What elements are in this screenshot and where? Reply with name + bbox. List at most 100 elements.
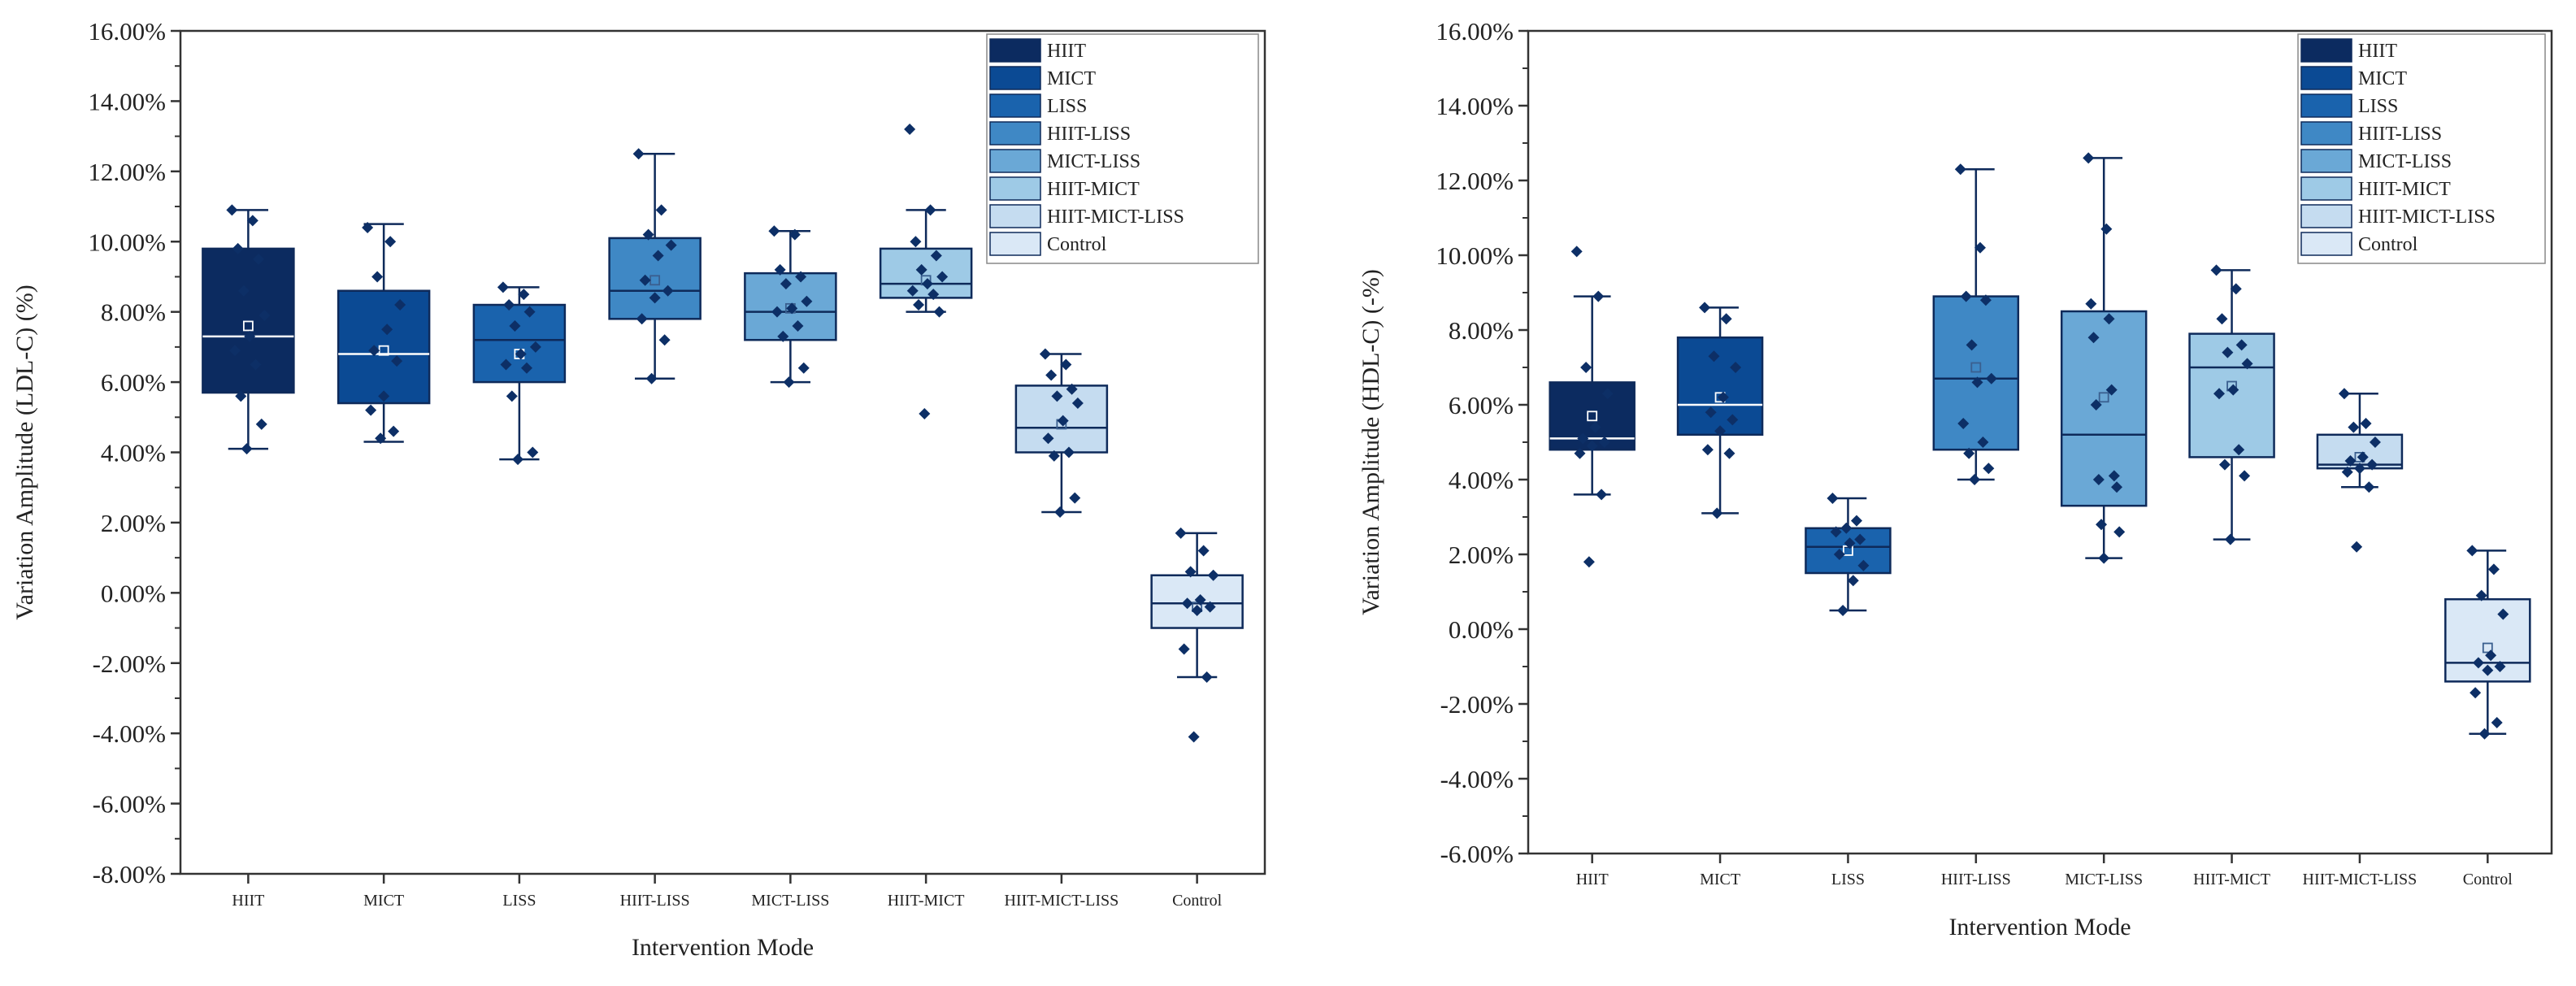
data-point — [1960, 290, 1972, 302]
y-tick-label: 16.00% — [88, 17, 166, 46]
y-tick-label: 12.00% — [88, 158, 166, 186]
data-point — [2090, 399, 2102, 410]
data-point — [777, 330, 789, 342]
legend-label: MICT — [2358, 68, 2407, 89]
legend-label: HIIT-LISS — [1047, 124, 1131, 145]
data-point — [2353, 463, 2365, 475]
box-group-control — [2444, 545, 2531, 740]
data-point — [2472, 657, 2484, 669]
data-point — [226, 204, 238, 216]
data-point — [1699, 302, 1711, 314]
data-point — [1598, 437, 1610, 448]
data-point — [368, 345, 380, 357]
data-point — [518, 289, 530, 301]
data-point — [2210, 264, 2222, 276]
legend-label: HIIT — [2358, 41, 2397, 62]
data-point — [1705, 406, 1717, 419]
data-point — [2108, 470, 2120, 482]
data-point — [232, 242, 244, 254]
data-point — [1963, 447, 1975, 459]
legend-label: Control — [1047, 234, 1107, 255]
data-point — [365, 404, 377, 416]
data-point — [523, 306, 536, 318]
data-point — [1577, 432, 1589, 445]
data-point — [2338, 388, 2350, 400]
data-point — [795, 271, 807, 283]
data-point — [1837, 605, 1849, 616]
data-point — [2363, 481, 2375, 493]
data-point — [1045, 369, 1058, 381]
box-group-hiit-mict-liss — [1014, 348, 1109, 518]
x-tick-label: HIIT-MICT — [2193, 871, 2270, 888]
data-point — [632, 148, 645, 160]
data-point — [1857, 559, 1870, 571]
data-point — [235, 390, 247, 402]
data-point — [381, 324, 393, 336]
data-point — [241, 443, 253, 455]
data-point — [919, 407, 931, 419]
iqr-box — [879, 247, 973, 299]
data-point — [2485, 649, 2497, 662]
data-point — [649, 292, 661, 304]
legend-label: HIIT — [1047, 41, 1086, 62]
legend-label: HIIT-MICT — [2358, 179, 2451, 200]
data-point — [771, 306, 784, 318]
x-tick-label: Control — [2463, 871, 2513, 888]
data-point — [1042, 432, 1054, 445]
data-point — [2491, 717, 2503, 728]
box-group-hiit-mict — [2188, 264, 2275, 545]
data-point — [378, 390, 390, 402]
box-group-mict-liss — [744, 225, 837, 389]
data-point — [2360, 418, 2372, 429]
box-group-mict-liss — [2060, 152, 2148, 564]
legend-swatch — [989, 204, 1041, 228]
data-point — [2344, 455, 2357, 467]
data-point — [927, 289, 940, 301]
x-tick-label: Control — [1172, 892, 1223, 910]
data-point — [1062, 446, 1075, 458]
data-point — [1207, 569, 1219, 581]
data-point — [788, 228, 801, 241]
data-point — [1188, 731, 1200, 743]
mean-marker — [1970, 362, 1982, 373]
legend: HIIT MICT LISS HIIT-LISS MICT-LISS HIIT-MICT H… — [2297, 33, 2546, 264]
data-point — [1971, 376, 1983, 389]
y-axis-title: Variation Amplitude (HDL-C) (-%) — [1358, 269, 1384, 615]
x-tick-label: HIIT-MICT-LISS — [1004, 892, 1119, 910]
data-point — [1827, 493, 1839, 504]
data-point — [2087, 332, 2100, 344]
y-tick-label: 8.00% — [101, 298, 166, 327]
legend-label: HIIT-LISS — [2358, 124, 2442, 145]
data-point — [2235, 339, 2248, 351]
data-point — [2233, 444, 2245, 456]
y-tick-label: -6.00% — [1440, 840, 1514, 868]
data-point — [913, 299, 925, 311]
legend-swatch — [989, 93, 1041, 118]
box-group-mict — [337, 221, 431, 445]
legend-label: LISS — [1047, 96, 1087, 117]
data-point — [2351, 541, 2363, 553]
data-point — [250, 358, 262, 371]
y-tick-label: -2.00% — [1440, 690, 1514, 719]
data-point — [2470, 687, 2482, 699]
legend-label: HIIT-MICT-LISS — [2358, 206, 2496, 228]
data-point — [253, 253, 265, 265]
data-point — [1701, 444, 1714, 456]
data-point — [933, 306, 945, 318]
data-point — [797, 362, 810, 374]
x-tick-label: HIIT — [232, 892, 264, 910]
data-point — [2096, 519, 2108, 531]
data-point — [1175, 527, 1187, 539]
legend-label: HIIT-MICT-LISS — [1047, 206, 1184, 228]
y-tick-label: 10.00% — [88, 228, 166, 256]
y-tick-label: 0.00% — [101, 579, 166, 607]
data-point — [2497, 608, 2509, 620]
legend-swatch — [2300, 66, 2352, 90]
data-point — [906, 285, 919, 297]
iqr-box — [1932, 295, 2020, 451]
y-tick-label: 0.00% — [1449, 615, 1514, 644]
data-point — [1730, 362, 1742, 373]
legend-label: Control — [2358, 234, 2418, 255]
data-point — [1596, 489, 1608, 501]
data-point — [246, 215, 258, 227]
